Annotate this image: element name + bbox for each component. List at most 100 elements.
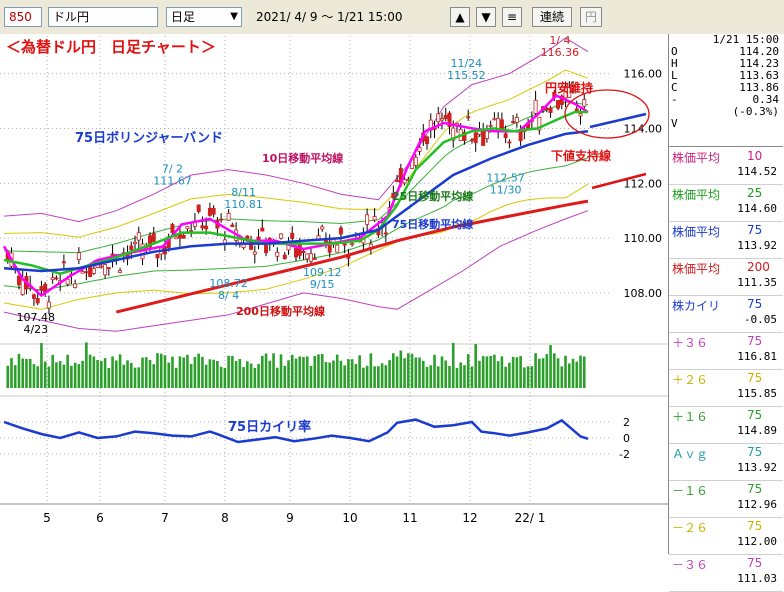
volume-bar bbox=[455, 367, 459, 388]
volume-bar bbox=[556, 358, 560, 388]
volume-bar bbox=[403, 358, 406, 388]
candle-body bbox=[537, 116, 542, 131]
candle-body bbox=[305, 253, 310, 260]
candle-body bbox=[282, 254, 287, 260]
moving-average-line bbox=[115, 199, 589, 314]
period-select[interactable]: 日足 ▼ bbox=[166, 7, 242, 27]
indicator-name: ＋１６ bbox=[672, 410, 709, 424]
volume-bar bbox=[504, 366, 507, 388]
ohlc-value: 114.23 bbox=[739, 57, 779, 70]
volume-bar bbox=[182, 357, 185, 388]
indicator-row[interactable]: －１６ 75 112.96 bbox=[669, 481, 783, 518]
ohlc-value: 114.20 bbox=[739, 45, 779, 58]
price-label: 107.48 bbox=[17, 311, 56, 324]
indicator-row[interactable]: 株価平均 200 111.35 bbox=[669, 259, 783, 296]
ohlc-value: 113.86 bbox=[739, 81, 779, 94]
candle-body bbox=[511, 121, 516, 123]
ohlc-row: - 0.34 bbox=[669, 94, 783, 106]
volume-bar bbox=[377, 366, 380, 388]
volume-bar bbox=[242, 367, 245, 388]
indicator-value: 114.52 bbox=[737, 165, 777, 178]
ohlc-key: - bbox=[671, 93, 678, 106]
menu-button[interactable]: ≡ bbox=[502, 7, 522, 27]
candle-body bbox=[99, 265, 104, 268]
volume-bar bbox=[275, 367, 279, 388]
candle-body bbox=[118, 270, 123, 273]
volume-bar bbox=[133, 367, 137, 388]
candle-body bbox=[466, 116, 471, 119]
volume-bar bbox=[70, 365, 73, 388]
indicator-row[interactable]: －３６ 75 111.03 bbox=[669, 555, 783, 592]
indicator-row[interactable]: ＋３６ 75 116.81 bbox=[669, 333, 783, 370]
indicator-value: 112.00 bbox=[737, 535, 777, 548]
volume-bar bbox=[55, 362, 58, 388]
volume-bar bbox=[298, 356, 302, 388]
volume-bar bbox=[414, 357, 418, 388]
indicator-name: ＋２６ bbox=[672, 373, 709, 387]
volume-bar bbox=[496, 361, 500, 388]
volume-bar bbox=[197, 353, 200, 388]
indicator-row[interactable]: 株カイリ 75 -0.05 bbox=[669, 296, 783, 333]
indicator-period: 75 bbox=[747, 482, 763, 496]
volume-bar bbox=[530, 366, 534, 388]
volume-bar bbox=[436, 366, 440, 388]
volume-bar bbox=[208, 359, 212, 388]
candle-body bbox=[136, 232, 141, 241]
price-label: 109.12 bbox=[303, 266, 342, 279]
volume-bar bbox=[380, 363, 384, 388]
candle-body bbox=[279, 233, 284, 239]
volume-bar bbox=[511, 356, 515, 388]
indicator-row[interactable]: 株価平均 75 113.92 bbox=[669, 222, 783, 259]
volume-bar bbox=[440, 356, 444, 388]
candle-body bbox=[308, 253, 313, 262]
price-label: 112.57 bbox=[486, 172, 525, 185]
indicator-name: 株価平均 bbox=[672, 225, 721, 239]
indicator-row[interactable]: ＋１６ 75 114.89 bbox=[669, 407, 783, 444]
currency-button[interactable]: 円 bbox=[580, 7, 602, 27]
month-tick-label: 8 bbox=[221, 511, 229, 525]
candle-body bbox=[514, 117, 519, 123]
indicator-period: 10 bbox=[747, 149, 763, 163]
volume-bar bbox=[257, 363, 260, 388]
candle-body bbox=[50, 277, 55, 281]
candle-body bbox=[462, 131, 467, 141]
candle-body bbox=[582, 99, 587, 107]
volume-bar bbox=[137, 367, 141, 388]
volume-bar bbox=[227, 355, 230, 388]
ohlc-key: L bbox=[671, 69, 678, 82]
month-tick-label: 7 bbox=[161, 511, 169, 525]
chart-area[interactable]: 116.00 114.00 112.00 110.00 108.00 2 0 -2 5 6 7 8 9 1… bbox=[0, 34, 668, 554]
scroll-down-button[interactable]: ▼ bbox=[476, 7, 496, 27]
volume-bar bbox=[107, 367, 111, 388]
candle-body bbox=[342, 243, 347, 246]
symbol-name-field[interactable]: ドル円 bbox=[48, 7, 158, 27]
indicator-row[interactable]: ＋２６ 75 115.85 bbox=[669, 370, 783, 407]
volume-bar bbox=[470, 366, 474, 388]
price-label-sub: 110.81 bbox=[224, 198, 263, 211]
continuous-button[interactable]: 連続 bbox=[532, 7, 572, 27]
candle-body bbox=[185, 226, 190, 230]
code-field[interactable]: 850 bbox=[4, 7, 42, 27]
price-label-sub: 11/30 bbox=[490, 184, 522, 197]
volume-bar bbox=[459, 362, 463, 388]
candle-body bbox=[61, 261, 66, 264]
month-tick-label: 5 bbox=[43, 511, 51, 525]
scroll-up-button[interactable]: ▲ bbox=[450, 7, 470, 27]
volume-bar bbox=[362, 367, 365, 388]
indicator-row[interactable]: Ａｖｇ 75 113.92 bbox=[669, 444, 783, 481]
volume-bar bbox=[21, 358, 25, 388]
volume-bar bbox=[410, 353, 414, 388]
volume-bar bbox=[152, 364, 156, 388]
volume-bar bbox=[246, 361, 249, 388]
indicator-row[interactable]: 株価平均 10 114.52 bbox=[669, 148, 783, 185]
volume-bar bbox=[189, 364, 193, 388]
indicator-row[interactable]: 株価平均 25 114.60 bbox=[669, 185, 783, 222]
price-label-sub: 4/23 bbox=[23, 323, 48, 336]
candle-body bbox=[338, 227, 343, 235]
indicator-value: 111.35 bbox=[737, 276, 777, 289]
candle-body bbox=[301, 250, 306, 254]
candle-body bbox=[395, 180, 400, 182]
price-label-sub: 116.36 bbox=[541, 46, 580, 59]
price-tick-label: 110.00 bbox=[624, 232, 663, 245]
indicator-row[interactable]: －２６ 75 112.00 bbox=[669, 518, 783, 555]
